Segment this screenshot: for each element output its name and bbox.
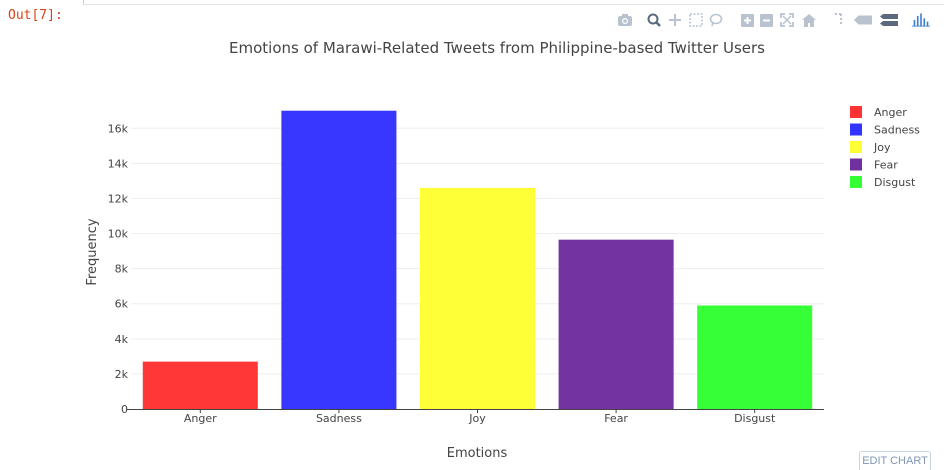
legend-item-joy[interactable]: Joy <box>850 141 891 154</box>
hover-closest-icon[interactable] <box>854 10 872 30</box>
legend: Anger Sadness Joy Fear Disgust <box>850 106 920 189</box>
legend-item-sadness[interactable]: Sadness <box>850 123 920 137</box>
y-tick-label: 0 <box>121 403 128 416</box>
edit-chart-button[interactable]: EDIT CHART <box>859 451 931 470</box>
y-axis-title: Frequency <box>85 218 100 285</box>
legend-item-fear[interactable]: Fear <box>850 158 898 172</box>
y-tick-label: 6k <box>115 298 129 311</box>
legend-swatch <box>850 176 862 188</box>
x-tick-label: Sadness <box>316 412 362 425</box>
y-tick-label: 10k <box>108 228 129 241</box>
x-tick-label: Disgust <box>734 412 776 425</box>
x-tick-label: Anger <box>184 412 217 425</box>
bar-sadness[interactable] <box>281 110 397 410</box>
legend-swatch <box>850 123 862 136</box>
plotly-logo-icon[interactable] <box>912 10 930 30</box>
bar-fear[interactable] <box>558 239 674 409</box>
zoom-in-icon[interactable] <box>738 10 756 30</box>
hover-compare-icon[interactable] <box>880 10 898 30</box>
cell-border <box>83 0 944 5</box>
x-tick-label: Fear <box>604 412 628 425</box>
bar-anger[interactable] <box>142 361 258 409</box>
box-select-icon[interactable] <box>687 10 705 30</box>
y-tick-label: 14k <box>108 157 129 170</box>
legend-label: Sadness <box>874 124 920 137</box>
legend-swatch <box>850 141 862 153</box>
y-tick-label: 12k <box>108 192 129 205</box>
bars <box>142 110 813 410</box>
y-tick-label: 16k <box>108 122 129 135</box>
legend-label: Disgust <box>874 176 916 189</box>
y-tick-label: 4k <box>115 333 129 346</box>
chart-title: Emotions of Marawi-Related Tweets from P… <box>229 39 765 57</box>
x-axis-ticks: Anger Sadness Joy Fear Disgust <box>184 409 776 425</box>
legend-label: Joy <box>873 141 891 154</box>
y-tick-label: 8k <box>115 263 129 276</box>
y-tick-label: 2k <box>115 368 129 381</box>
y-axis-ticks: 0 2k 4k 6k 8k 10k 12k 14k 16k <box>108 122 131 416</box>
legend-swatch <box>850 106 862 118</box>
zoom-out-icon[interactable] <box>757 10 775 30</box>
x-axis-title: Emotions <box>447 446 508 461</box>
output-prompt: Out[7]: <box>8 8 63 23</box>
lasso-icon[interactable] <box>707 10 725 30</box>
zoom-icon[interactable] <box>645 10 663 30</box>
legend-item-anger[interactable]: Anger <box>850 106 907 119</box>
legend-swatch <box>850 158 862 171</box>
legend-label: Fear <box>874 159 898 172</box>
home-icon[interactable] <box>800 10 818 30</box>
bar-joy[interactable] <box>419 187 536 409</box>
x-tick-label: Joy <box>468 412 486 425</box>
legend-label: Anger <box>874 106 907 119</box>
bar-disgust[interactable] <box>697 305 813 409</box>
pan-icon[interactable] <box>666 10 684 30</box>
spike-lines-icon[interactable] <box>830 10 848 30</box>
camera-icon[interactable] <box>616 10 634 30</box>
legend-item-disgust[interactable]: Disgust <box>850 176 916 189</box>
autoscale-icon[interactable] <box>778 10 796 30</box>
